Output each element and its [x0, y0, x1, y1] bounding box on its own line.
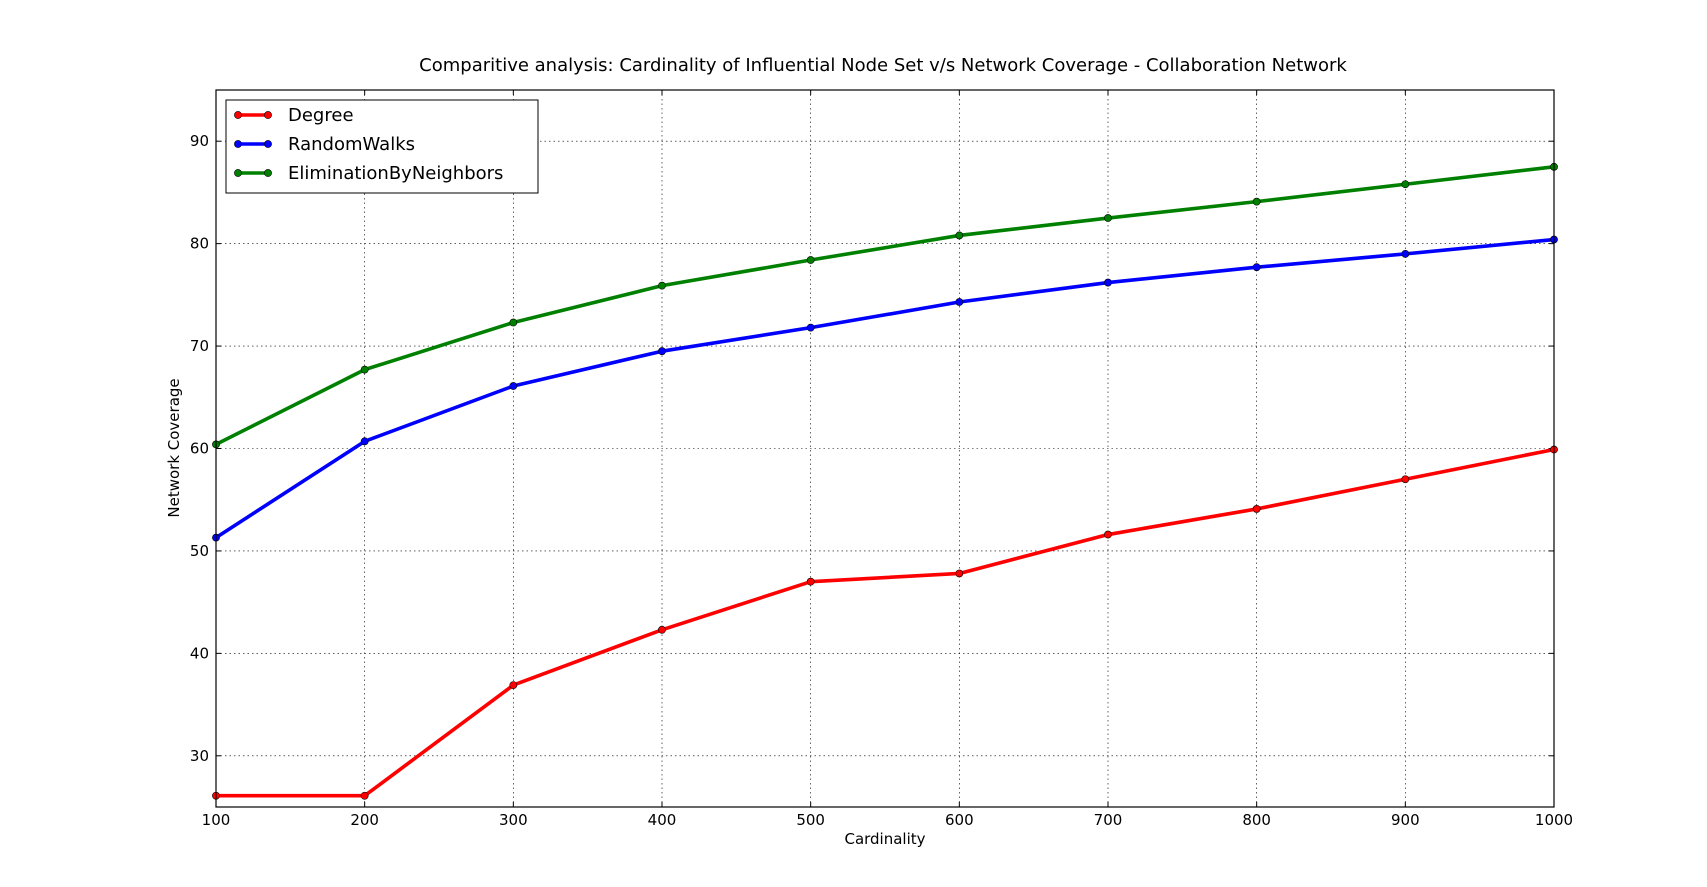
- data-point-elimination-by-neighbors: [1252, 197, 1261, 206]
- data-point-degree: [955, 569, 964, 578]
- legend-marker: [264, 111, 272, 119]
- y-tick-label: 80: [190, 235, 209, 253]
- data-point-random-walks: [509, 382, 518, 390]
- legend-marker: [234, 140, 242, 148]
- x-axis-label: Cardinality: [844, 830, 925, 848]
- data-point-degree: [360, 791, 369, 800]
- data-point-random-walks: [1104, 278, 1112, 287]
- data-point-degree: [806, 577, 815, 586]
- data-point-elimination-by-neighbors: [509, 318, 518, 327]
- series-line-elimination-by-neighbors: [215, 165, 1555, 447]
- x-tick-label: 300: [499, 811, 528, 829]
- x-tick-label: 700: [1094, 811, 1123, 829]
- data-point-elimination-by-neighbors: [955, 231, 964, 240]
- x-tick-label: 400: [648, 811, 677, 829]
- data-point-random-walks: [1252, 263, 1261, 272]
- legend-label: RandomWalks: [288, 134, 415, 155]
- y-axis-label: Network Coverage: [165, 378, 183, 517]
- data-point-degree: [1252, 505, 1261, 513]
- data-point-random-walks: [806, 323, 815, 332]
- legend-marker: [234, 111, 242, 119]
- legend-marker: [264, 169, 272, 177]
- data-point-elimination-by-neighbors: [360, 365, 369, 374]
- data-point-random-walks: [658, 347, 666, 356]
- legend-item-degree: Degree: [234, 105, 354, 126]
- data-point-random-walks: [955, 298, 964, 306]
- series-elimination-by-neighbors: [212, 162, 1558, 449]
- legend-label: EliminationByNeighbors: [288, 163, 503, 184]
- x-tick-label: 500: [796, 811, 825, 829]
- chart-title: Comparitive analysis: Cardinality of Inf…: [419, 55, 1347, 76]
- x-tick-label: 600: [945, 811, 974, 829]
- data-point-elimination-by-neighbors: [1401, 180, 1410, 189]
- data-point-degree: [509, 681, 518, 690]
- data-point-elimination-by-neighbors: [1104, 214, 1112, 222]
- series-random-walks: [212, 235, 1558, 542]
- legend: Degree RandomWalks EliminationByNeighbors: [225, 99, 539, 194]
- series-line-degree: [216, 447, 1555, 798]
- data-point-random-walks: [360, 437, 369, 446]
- data-point-elimination-by-neighbors: [658, 281, 666, 290]
- x-tick-label: 800: [1242, 811, 1271, 829]
- x-tick-label: 100: [202, 811, 231, 829]
- ticks: 100 200 300 400 500 600 700 800 900 1000 30 40 50 60 7…: [190, 90, 1573, 829]
- x-tick-label: 1000: [1535, 811, 1573, 829]
- x-tick-label: 200: [350, 811, 379, 829]
- legend-label: Degree: [288, 105, 354, 126]
- series-line-random-walks: [215, 237, 1555, 540]
- data-point-degree: [658, 625, 666, 634]
- data-point-degree: [1104, 530, 1112, 539]
- y-tick-label: 90: [190, 132, 209, 150]
- y-tick-label: 30: [190, 747, 209, 765]
- legend-marker: [234, 169, 242, 177]
- data-point-elimination-by-neighbors: [806, 256, 815, 264]
- legend-item-random-walks: RandomWalks: [234, 134, 415, 155]
- legend-box: [225, 99, 539, 194]
- data-point-degree: [1401, 475, 1410, 484]
- plot-frame: [215, 89, 1555, 808]
- series-degree: [212, 445, 1558, 800]
- y-tick-label: 40: [190, 644, 209, 662]
- data-point-random-walks: [1401, 249, 1410, 258]
- legend-marker: [264, 140, 272, 148]
- x-tick-label: 900: [1391, 811, 1420, 829]
- legend-item-elimination-by-neighbors: EliminationByNeighbors: [234, 163, 503, 184]
- series-layer: [212, 162, 1558, 800]
- y-tick-label: 50: [190, 542, 209, 560]
- y-tick-label: 70: [190, 337, 209, 355]
- y-tick-label: 60: [190, 440, 209, 458]
